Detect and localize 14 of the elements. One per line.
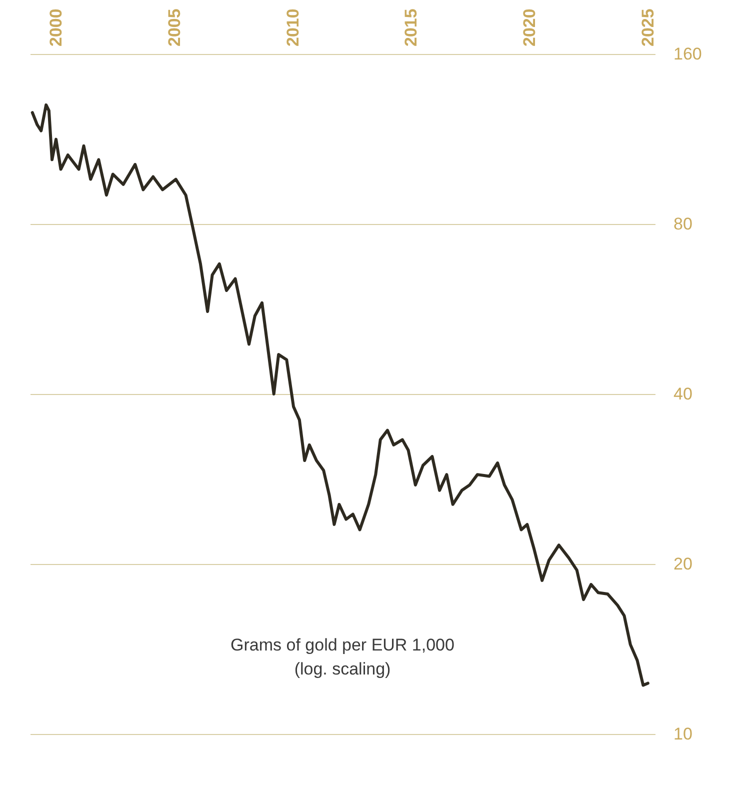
x-tick-label: 2015 bbox=[402, 8, 421, 46]
x-tick-label: 2000 bbox=[46, 8, 66, 46]
y-tick-label: 10 bbox=[674, 724, 692, 744]
y-tick-label: 40 bbox=[674, 384, 692, 404]
y-tick-label: 80 bbox=[674, 214, 692, 234]
y-tick-label: 20 bbox=[674, 554, 692, 574]
y-tick-label: 160 bbox=[674, 44, 702, 64]
annotation: Grams of gold per EUR 1,000 bbox=[230, 636, 454, 655]
x-tick-label: 2025 bbox=[638, 8, 658, 46]
x-tick-label: 2005 bbox=[164, 8, 184, 46]
x-tick-label: 2010 bbox=[283, 8, 302, 46]
line-series bbox=[30, 103, 650, 687]
annotation: (log. scaling) bbox=[294, 660, 391, 679]
x-tick-label: 2020 bbox=[520, 8, 540, 46]
